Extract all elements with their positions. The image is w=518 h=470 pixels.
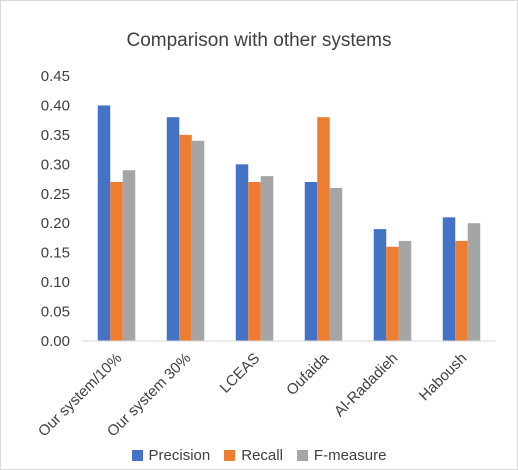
y-tick-label: 0.00 bbox=[41, 333, 70, 350]
bar-f-measure bbox=[467, 223, 481, 341]
y-tick-label: 0.35 bbox=[41, 127, 70, 144]
y-tick-label: 0.45 bbox=[41, 68, 70, 85]
y-tick-label: 0.40 bbox=[41, 97, 70, 114]
legend-label: Precision bbox=[148, 446, 211, 464]
bar-recall bbox=[317, 117, 330, 341]
bar-chart: 0.00 0.05 0.10 0.15 0.20 0.25 0.30 0.35 0.40 0.45… bbox=[35, 68, 496, 440]
legend-swatch bbox=[131, 449, 143, 461]
y-tick-label: 0.15 bbox=[41, 245, 70, 262]
x-category-label: LCEAS bbox=[217, 350, 264, 397]
legend-swatch bbox=[224, 449, 236, 461]
x-category-label: Oufaida bbox=[283, 349, 333, 399]
bar-precision bbox=[97, 105, 111, 341]
x-category-label: Haboush bbox=[416, 350, 470, 404]
bar-precision bbox=[373, 229, 387, 341]
bar-precision bbox=[304, 182, 318, 341]
bar-f-measure bbox=[122, 170, 136, 341]
bar-precision bbox=[442, 217, 456, 341]
bar-f-measure bbox=[260, 176, 274, 341]
chart-title: Comparison with other systems bbox=[126, 30, 392, 51]
legend-label: Recall bbox=[241, 446, 283, 464]
y-tick-label: 0.20 bbox=[41, 215, 70, 232]
y-tick-label: 0.30 bbox=[41, 156, 70, 173]
bar-recall bbox=[179, 134, 192, 341]
legend-label: F-measure bbox=[313, 446, 387, 464]
bar-recall bbox=[110, 182, 123, 341]
bar-precision bbox=[166, 117, 180, 341]
bar-f-measure bbox=[398, 240, 412, 341]
bar-recall bbox=[386, 246, 399, 341]
legend-swatch bbox=[296, 449, 308, 461]
legend: Precision Recall F-measure bbox=[0, 444, 518, 466]
bar-f-measure bbox=[191, 140, 205, 341]
bar-recall bbox=[455, 240, 468, 341]
y-tick-label: 0.10 bbox=[41, 274, 70, 291]
legend-item: Precision bbox=[131, 446, 211, 464]
y-tick-label: 0.05 bbox=[41, 304, 70, 321]
y-tick-label: 0.25 bbox=[41, 186, 70, 203]
bar-precision bbox=[235, 164, 249, 341]
bar-recall bbox=[248, 182, 261, 341]
x-category-label: Al-Radadieh bbox=[331, 350, 401, 420]
legend-item: Recall bbox=[224, 447, 283, 464]
bar-f-measure bbox=[329, 187, 343, 341]
legend-item: F-measure bbox=[296, 446, 387, 464]
